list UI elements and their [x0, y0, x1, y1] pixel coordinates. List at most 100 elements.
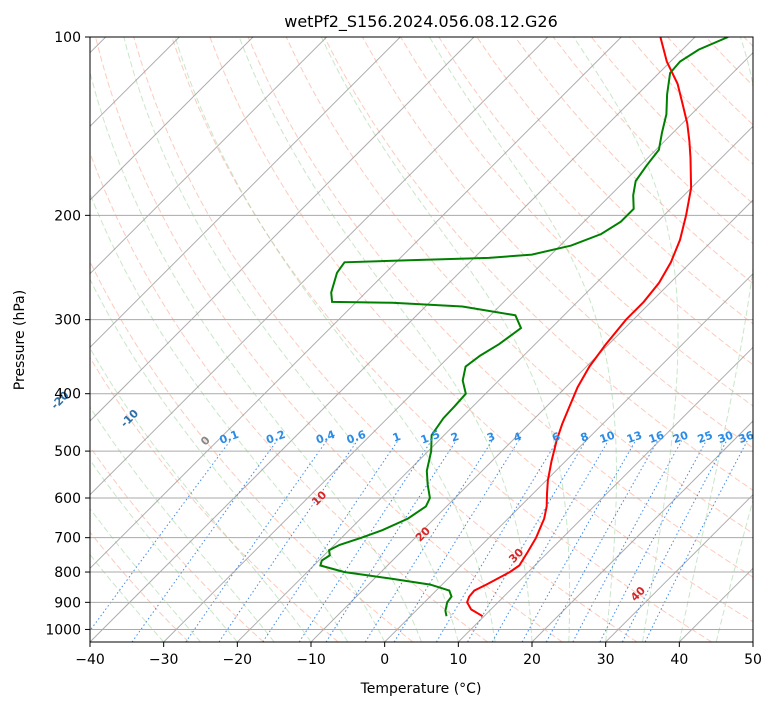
y-tick-label: 700 — [54, 531, 81, 547]
mixing-ratio-line — [262, 440, 399, 642]
dry-adiabat — [285, 37, 753, 535]
mixing-ratio-label: 16 — [647, 428, 666, 446]
mixing-ratio-label: 2 — [449, 430, 461, 445]
moist-adiabat — [238, 37, 533, 642]
dry-adiabat-label: -10 — [118, 407, 141, 430]
dry-adiabat — [705, 37, 753, 87]
mixing-ratio-line — [621, 440, 728, 642]
moist-adiabat — [174, 37, 496, 642]
plot-frame — [89, 36, 754, 643]
mixing-ratio-line — [521, 440, 637, 642]
dry-adiabat-label: 40 — [628, 584, 648, 604]
mixing-ratio-label: 6 — [550, 430, 562, 445]
mixing-ratio-line — [364, 440, 493, 642]
moist-adiabat — [90, 406, 275, 642]
dry-adiabat — [590, 37, 753, 205]
isotherm — [90, 37, 401, 349]
moist-adiabat — [90, 553, 165, 642]
moist-adiabat — [715, 498, 753, 642]
mixing-ratio-line — [644, 440, 748, 642]
dry-adiabat — [514, 37, 753, 285]
dry-adiabat — [90, 151, 488, 642]
isotherm — [236, 125, 753, 642]
mixing-ratio-line — [599, 440, 707, 642]
x-tick-label: 50 — [744, 652, 762, 668]
dry-adiabat — [90, 445, 264, 642]
moist-adiabat — [90, 278, 349, 642]
mixing-ratio-label: 0.2 — [264, 428, 287, 447]
isotherm — [310, 199, 753, 642]
y-tick-label: 800 — [54, 565, 81, 581]
isotherm — [90, 37, 696, 642]
mixing-ratio-label: 25 — [696, 429, 715, 446]
isotherm — [90, 37, 475, 422]
mixing-ratio-line — [298, 440, 432, 642]
y-tick-label: 900 — [54, 595, 81, 611]
y-axis-label: Pressure (hPa) — [12, 290, 28, 390]
isobar-grid — [90, 37, 753, 630]
dry-adiabat — [362, 37, 753, 449]
x-tick-label: −10 — [296, 652, 326, 668]
moist-adiabat — [90, 70, 422, 642]
isotherm — [90, 37, 549, 496]
dry-adiabat-label: 0 — [198, 433, 213, 448]
moist-adiabat — [90, 347, 312, 642]
moist-adiabat — [320, 37, 571, 642]
mixing-ratio-label: 8 — [579, 430, 591, 445]
moist-adiabat — [90, 507, 201, 642]
isotherm — [457, 346, 753, 642]
mixing-ratio-line — [325, 440, 457, 642]
dry-adiabat — [133, 37, 638, 642]
dry-adiabat — [438, 37, 753, 366]
x-tick-label: −30 — [149, 652, 179, 668]
moist-adiabat — [678, 37, 753, 642]
y-tick-label: 100 — [54, 30, 81, 46]
isotherm — [605, 493, 753, 642]
dry-adiabat — [400, 37, 753, 407]
x-tick-label: 30 — [597, 652, 615, 668]
x-tick-label: 0 — [380, 652, 389, 668]
isotherm — [90, 37, 254, 201]
y-tick-label: 400 — [54, 387, 81, 403]
mixing-ratio-label: 30 — [716, 428, 735, 446]
mixing-ratio-line — [435, 440, 558, 642]
x-tick-label: −20 — [223, 652, 253, 668]
dry-adiabat — [209, 37, 753, 623]
mixing-ratio-line — [572, 440, 683, 642]
dry-adiabat-label: 30 — [506, 546, 526, 566]
mixing-ratio-label: 0.6 — [345, 428, 368, 447]
x-tick-label: 10 — [449, 652, 467, 668]
mixing-ratio-line — [90, 440, 231, 632]
mixing-ratio-label: 20 — [671, 428, 690, 446]
x-tick-label: −40 — [75, 652, 105, 668]
isotherm — [678, 567, 753, 642]
isotherm — [90, 37, 622, 570]
mixing-ratio-label: 4 — [512, 430, 524, 445]
overlay-labels: -100-90-80-70-60-50-40-30-20-10010203040… — [48, 389, 756, 604]
background-lines — [90, 37, 753, 642]
isotherm — [90, 37, 328, 275]
mixing-ratio-line — [491, 440, 609, 642]
profile-lines — [319, 37, 729, 618]
temperature-profile — [466, 37, 693, 618]
moist-adiabat — [90, 192, 386, 642]
mixing-ratio-label: 0.4 — [314, 428, 337, 447]
isotherm — [752, 641, 753, 642]
dry-adiabat — [247, 37, 753, 578]
isotherm — [163, 51, 753, 642]
mixing-ratio-line — [545, 440, 659, 642]
chart-title: wetPf2_S156.2024.056.08.12.G26 — [284, 12, 558, 32]
dry-adiabat — [667, 37, 753, 126]
x-axis-label: Temperature (°C) — [360, 681, 482, 697]
y-axis: 100 200 300 400 500 600 700 800 900 1000 — [45, 30, 90, 638]
mixing-ratio-label: 3 — [485, 430, 497, 445]
moist-adiabat — [123, 37, 459, 642]
mixing-ratio-line — [393, 440, 520, 642]
mixing-ratio-label: 36 — [737, 428, 756, 446]
mixing-ratio-label: 13 — [625, 429, 644, 446]
isotherm — [531, 420, 753, 642]
moist-adiabat — [573, 37, 679, 642]
mixing-ratio-label: 10 — [598, 428, 617, 446]
x-tick-label: 20 — [523, 652, 541, 668]
